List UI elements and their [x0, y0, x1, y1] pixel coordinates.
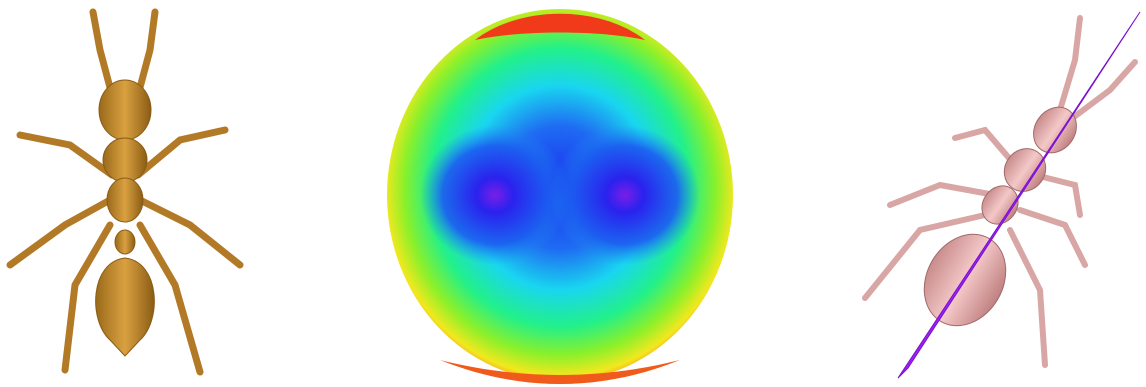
figure [0, 0, 1146, 387]
ant-head [99, 80, 151, 140]
antenna [1070, 62, 1135, 120]
ant-petiole [115, 230, 135, 254]
page: (() => { const data = JSON.parse(documen… [0, 0, 1146, 387]
sphere-map [387, 9, 733, 384]
leg [20, 135, 112, 175]
ant-thorax [107, 178, 143, 222]
antenna [1060, 18, 1080, 110]
sphere-blob [550, 125, 700, 265]
sphere-blob [420, 125, 570, 265]
ant-abdomen [96, 258, 155, 356]
leg [1020, 210, 1085, 265]
antenna [138, 12, 155, 95]
ant-thorax [103, 138, 147, 182]
antenna [93, 12, 112, 95]
leg [1010, 230, 1045, 365]
leg [955, 130, 1015, 165]
cutting-plane [898, 12, 1140, 378]
golden-ant [10, 12, 240, 372]
leg [138, 130, 225, 175]
leg [890, 185, 995, 205]
pink-ant [865, 18, 1135, 365]
